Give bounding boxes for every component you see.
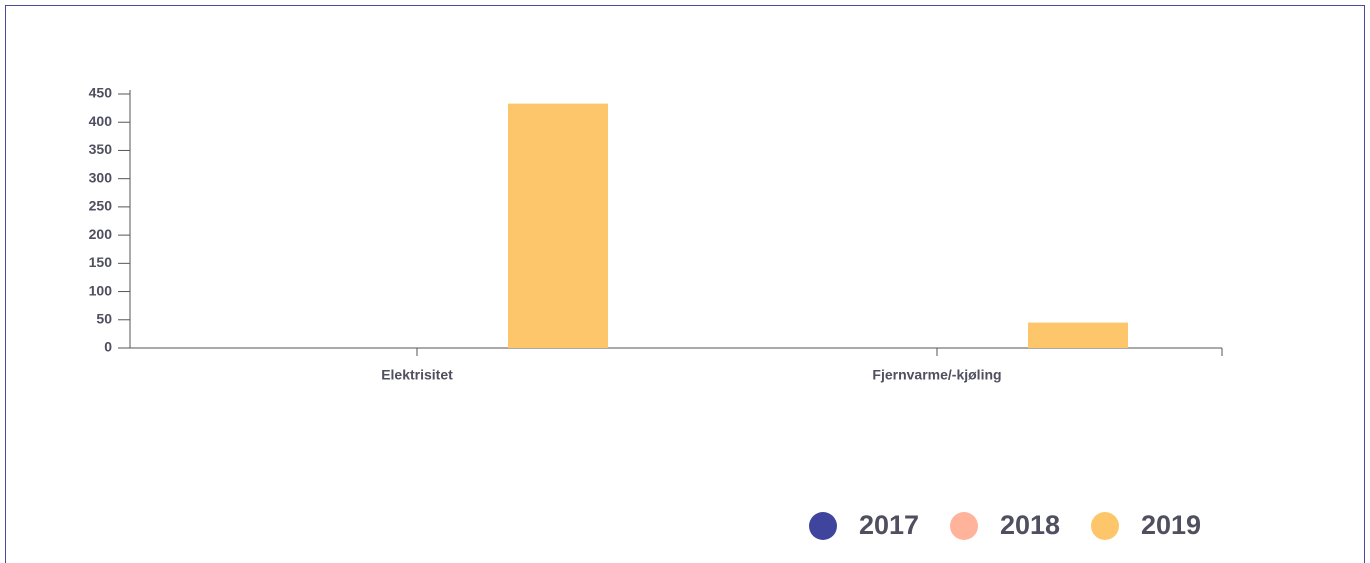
legend-marker [809, 512, 837, 540]
y-tick-label: 250 [89, 198, 113, 214]
y-tick-label: 350 [89, 141, 113, 157]
y-tick-label: 300 [89, 169, 113, 185]
y-tick-label: 0 [104, 339, 112, 355]
legend-label: 2019 [1141, 510, 1201, 540]
frame [5, 5, 1365, 563]
y-tick-label: 400 [89, 113, 113, 129]
y-tick-label: 50 [96, 310, 112, 326]
legend-marker [1091, 512, 1119, 540]
legend-label: 2018 [1000, 510, 1060, 540]
x-tick-label: Fjernvarme/-kjøling [872, 367, 1001, 383]
legend-marker [950, 512, 978, 540]
legend-label: 2017 [859, 510, 919, 540]
y-tick-label: 450 [89, 85, 113, 101]
y-tick-label: 200 [89, 226, 113, 242]
y-tick-label: 150 [89, 254, 113, 270]
y-tick-label: 100 [89, 282, 113, 298]
bar [508, 103, 608, 349]
bar [1028, 322, 1128, 348]
x-tick-label: Elektrisitet [381, 367, 453, 383]
